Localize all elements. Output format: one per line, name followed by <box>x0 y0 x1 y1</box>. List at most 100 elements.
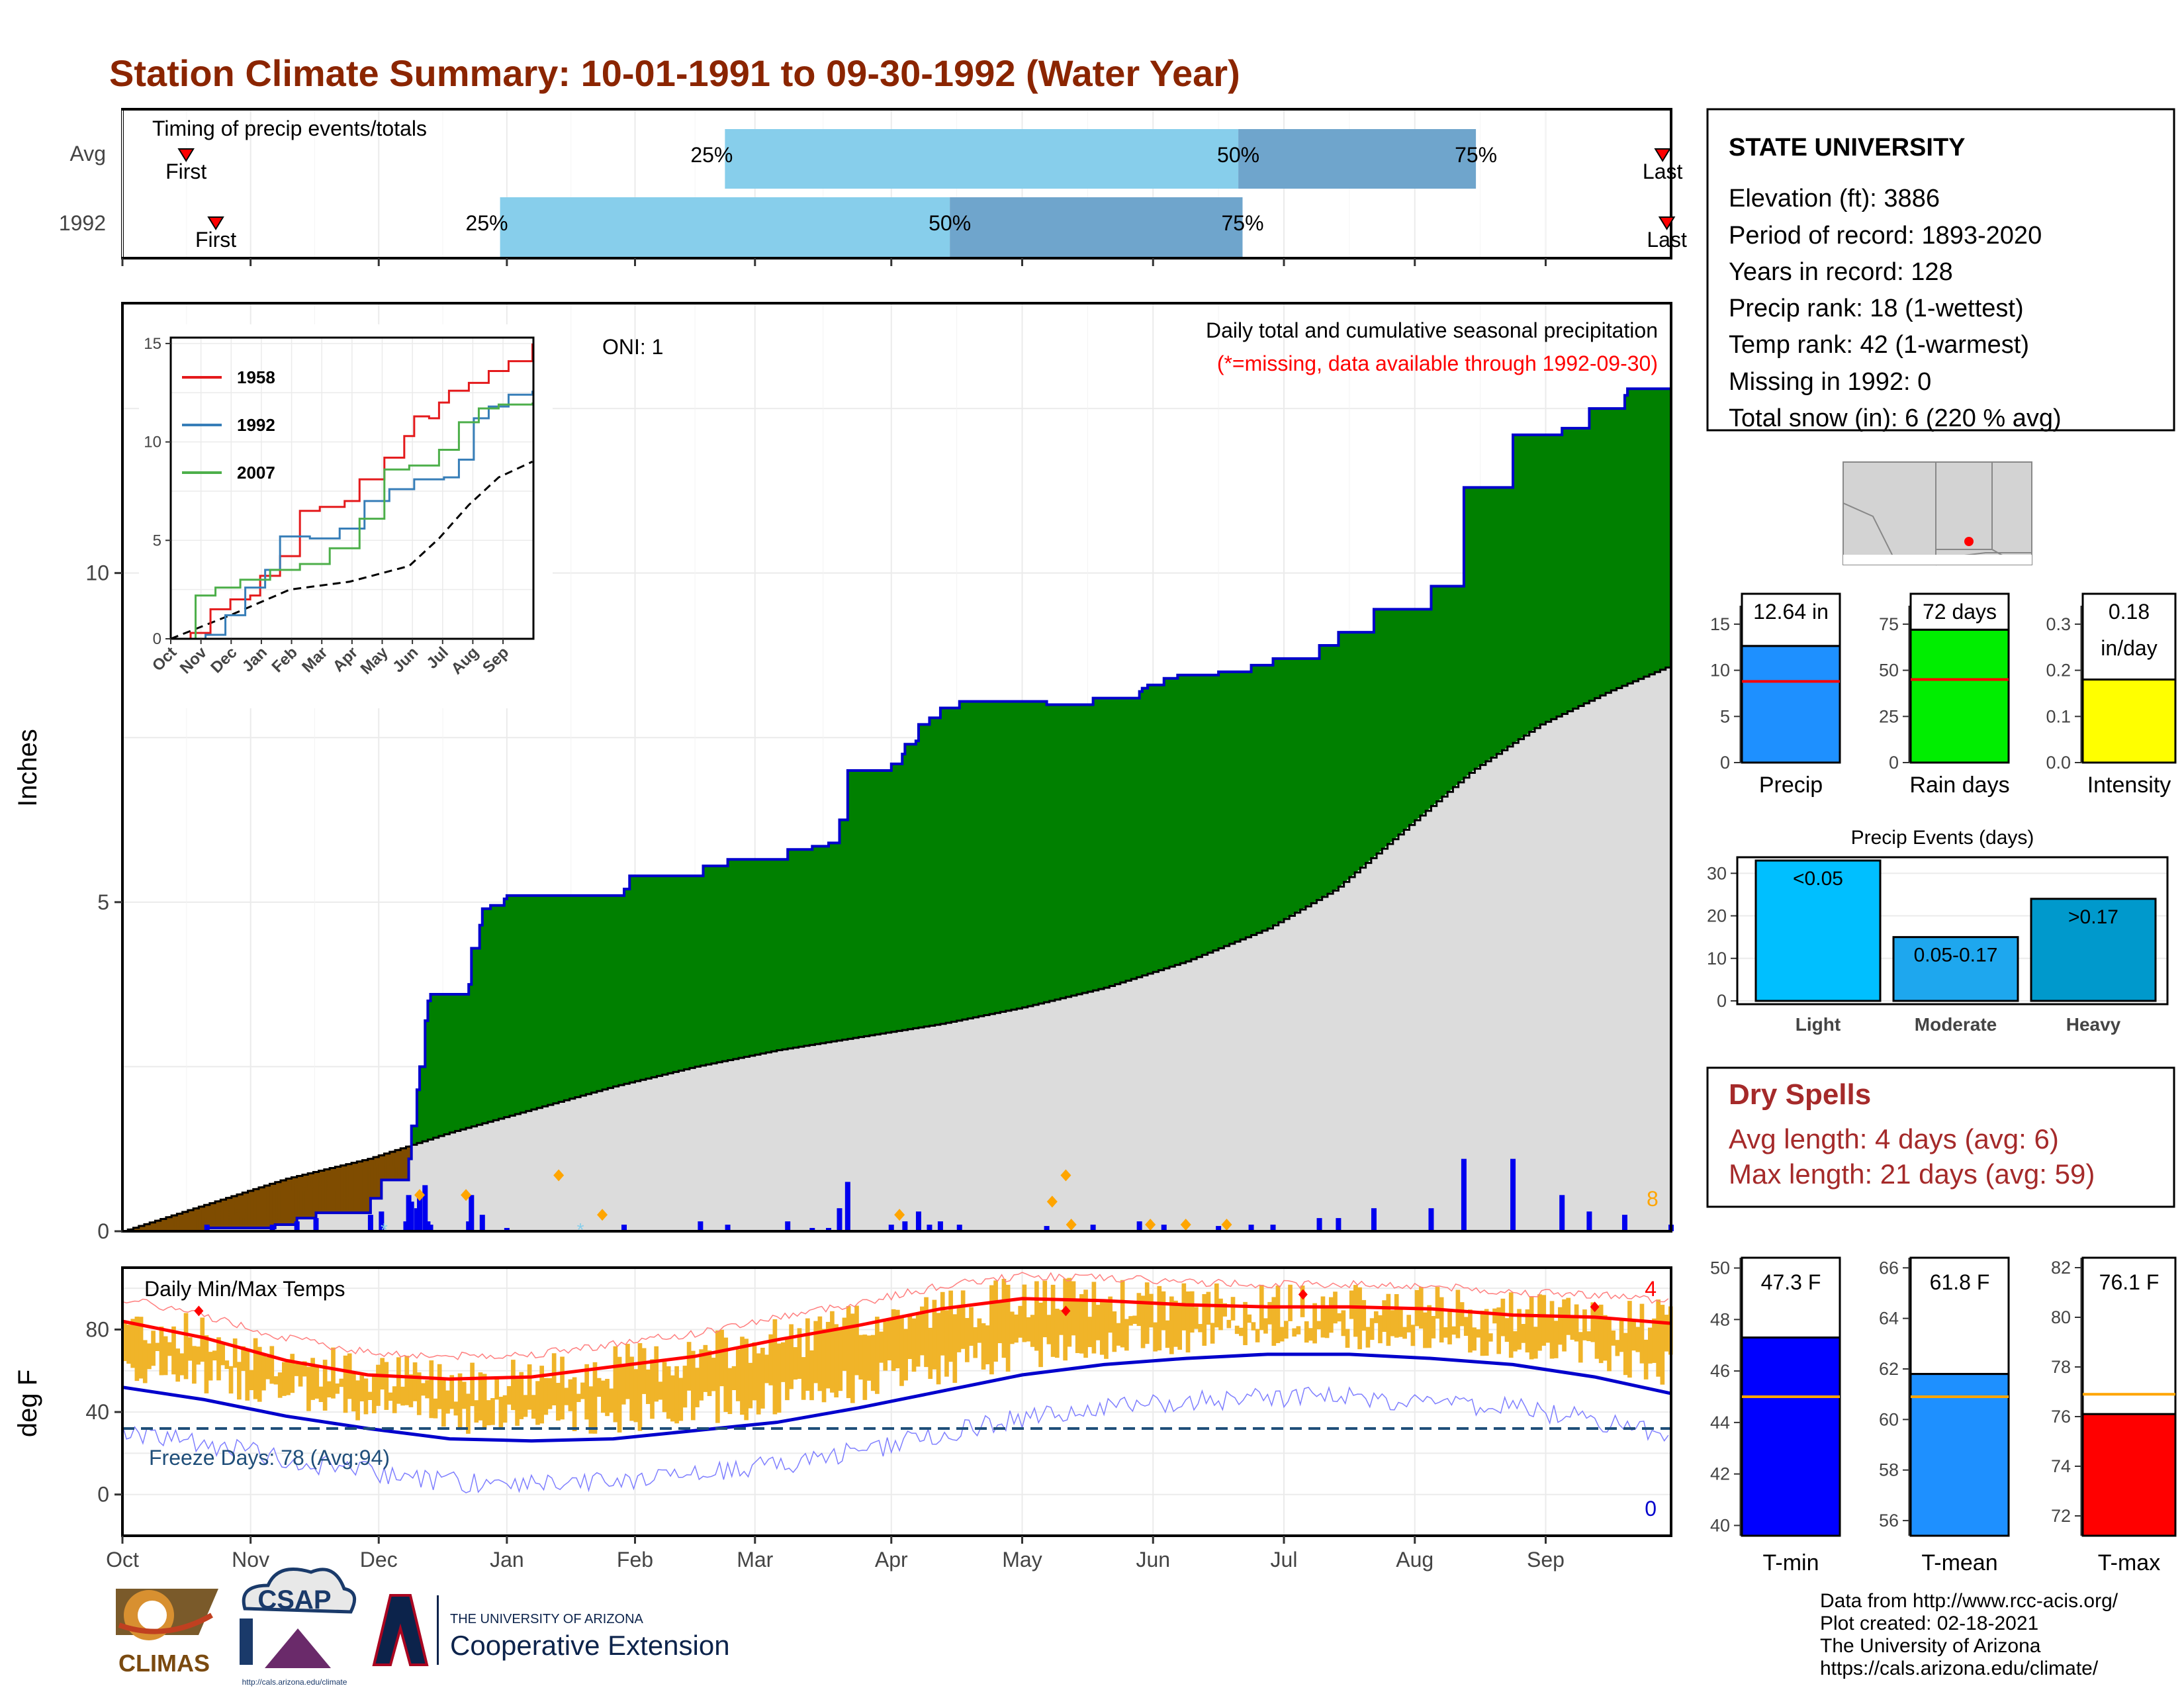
daily-temp-bar <box>1603 1315 1608 1361</box>
daily-temp-bar <box>1234 1325 1240 1335</box>
temp-summary-value: 47.3 F <box>1761 1270 1821 1294</box>
daily-temp-bar <box>1598 1304 1604 1364</box>
daily-temp-bar <box>1288 1284 1293 1321</box>
daily-temp-bar <box>605 1378 610 1417</box>
daily-temp-bar <box>731 1366 737 1391</box>
daily-temp-bar <box>924 1297 929 1368</box>
timing-row-label-year: 1992 <box>59 211 106 235</box>
daily-temp-bar <box>838 1329 843 1391</box>
daily-temp-bar <box>290 1354 295 1393</box>
daily-temp-bar <box>719 1329 724 1387</box>
timing-label-50: 50% <box>929 211 971 235</box>
daily-temp-bar <box>678 1378 684 1421</box>
daily-temp-bar <box>1104 1301 1109 1359</box>
month-tick-label: Aug <box>1396 1548 1433 1571</box>
daily-temp-bar <box>879 1331 884 1363</box>
daily-temp-bar <box>1480 1310 1485 1356</box>
daily-temp-bar <box>1496 1307 1502 1354</box>
events-xtick-label: Heavy <box>2066 1014 2121 1035</box>
daily-temp-bar <box>519 1372 524 1419</box>
daily-temp-bar <box>727 1368 733 1415</box>
events-bar-value-label: >0.17 <box>2068 906 2118 928</box>
daily-temp-bar <box>1590 1302 1596 1342</box>
daily-temp-bar <box>854 1305 859 1376</box>
daily-temp-bar <box>985 1325 990 1365</box>
daily-temp-bar <box>1038 1302 1043 1368</box>
daily-temp-bar <box>1112 1311 1117 1352</box>
daily-temp-bar <box>1459 1302 1465 1327</box>
daily-precip-bar <box>406 1195 412 1231</box>
events-xtick-label: Moderate <box>1915 1014 1997 1035</box>
daily-temp-bar <box>711 1358 716 1391</box>
daily-temp-bar <box>1226 1319 1232 1329</box>
daily-precip-bar <box>1428 1208 1434 1231</box>
daily-temp-bar <box>511 1360 516 1411</box>
daily-precip-bar <box>403 1221 409 1231</box>
daily-temp-bar <box>326 1381 332 1397</box>
daily-temp-bar <box>588 1386 594 1434</box>
daily-temp-bar <box>1059 1309 1064 1335</box>
daily-temp-bar <box>911 1318 917 1372</box>
daily-temp-bar <box>613 1346 618 1423</box>
daily-temp-bar <box>1165 1320 1170 1348</box>
daily-temp-bar <box>964 1318 970 1362</box>
daily-temp-bar <box>834 1324 839 1398</box>
daily-temp-bar <box>662 1362 667 1413</box>
daily-temp-bar <box>1373 1311 1379 1323</box>
daily-temp-bar <box>126 1325 131 1364</box>
timing-label: Timing of precip events/totals <box>152 117 427 140</box>
daily-temp-bar <box>1034 1281 1039 1351</box>
daily-temp-bar <box>903 1329 908 1381</box>
daily-temp-bar <box>159 1326 164 1376</box>
daily-temp-bar <box>482 1374 487 1429</box>
daily-temp-bar <box>1071 1281 1076 1336</box>
daily-temp-bar <box>187 1337 193 1361</box>
daily-temp-bar <box>302 1361 307 1377</box>
daily-temp-bar <box>1202 1293 1207 1346</box>
daily-precip-bar <box>479 1215 485 1231</box>
daily-temp-bar <box>1046 1315 1052 1344</box>
daily-temp-bar <box>474 1400 479 1423</box>
daily-temp-bar <box>825 1321 831 1389</box>
temp-summary-ytick-label: 42 <box>1710 1464 1730 1484</box>
daily-temp-bar <box>1050 1284 1056 1357</box>
daily-temp-bar <box>977 1318 982 1343</box>
daily-temp-bar <box>1009 1311 1015 1344</box>
daily-temp-bar <box>294 1364 299 1376</box>
daily-precip-bar <box>956 1225 962 1231</box>
dry-spells-avg: Avg length: 4 days (avg: 6) <box>1729 1123 2059 1154</box>
daily-temp-bar <box>466 1393 471 1434</box>
daily-precip-bar <box>1216 1226 1222 1231</box>
daily-precip-bar <box>725 1225 731 1231</box>
daily-temp-bar <box>1455 1289 1461 1338</box>
daily-precip-bar <box>1161 1225 1167 1231</box>
daily-temp-bar <box>1132 1315 1138 1324</box>
summary-bar-value-box <box>1909 592 2010 631</box>
daily-temp-bar <box>1189 1291 1195 1333</box>
daily-temp-bar <box>1279 1327 1285 1342</box>
daily-temp-bar <box>1120 1280 1125 1348</box>
temp-summary-label: T-min <box>1763 1550 1819 1575</box>
daily-temp-bar <box>625 1344 630 1399</box>
summary-bar-value: 0.18 <box>2109 600 2150 624</box>
daily-precip-bar <box>698 1221 704 1231</box>
daily-precip-bar <box>313 1218 319 1231</box>
daily-precip-bar <box>844 1182 850 1231</box>
daily-temp-bar <box>1014 1314 1019 1343</box>
daily-precip-bar <box>937 1221 943 1231</box>
daily-temp-bar <box>1369 1318 1375 1340</box>
temp-summary-ytick-label: 80 <box>2051 1307 2071 1327</box>
daily-precip-bar <box>621 1225 627 1231</box>
daily-temp-bar <box>1390 1310 1395 1336</box>
daily-temp-bar <box>1140 1295 1146 1348</box>
daily-temp-bar <box>1198 1324 1203 1333</box>
daily-temp-bar <box>584 1364 589 1420</box>
daily-temp-bar <box>1656 1299 1661 1377</box>
daily-temp-bar <box>1492 1308 1497 1324</box>
daily-temp-bar <box>1439 1297 1444 1343</box>
daily-temp-bar <box>1067 1278 1072 1347</box>
daily-temp-bar <box>261 1354 266 1391</box>
daily-precip-bar <box>826 1228 832 1231</box>
daily-temp-bar <box>1218 1298 1223 1331</box>
